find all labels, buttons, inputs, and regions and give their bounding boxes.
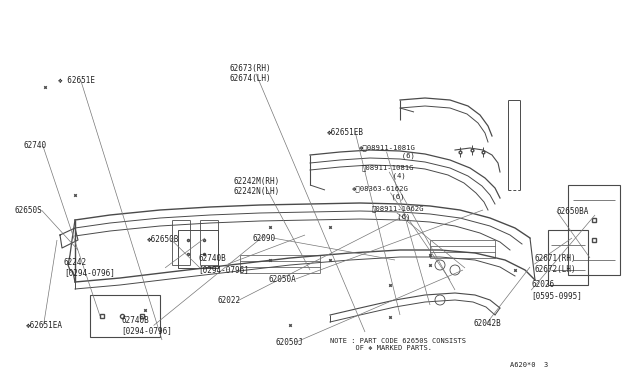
Bar [548, 230, 588, 285]
Text: ❖ 62651E: ❖ 62651E [58, 76, 95, 84]
Text: 62090: 62090 [253, 234, 276, 243]
Text: 62740B
[0294-0796]: 62740B [0294-0796] [198, 254, 249, 274]
Text: 62242M(RH)
62242N(LH): 62242M(RH) 62242N(LH) [234, 177, 280, 196]
Text: Ⓝ08911-1081G
       (4): Ⓝ08911-1081G (4) [362, 165, 414, 179]
Text: 62740B
[0294-0796]: 62740B [0294-0796] [122, 316, 172, 335]
Text: 62050A: 62050A [269, 275, 296, 283]
Bar [568, 185, 620, 275]
Bar [90, 295, 160, 337]
Text: ❖62651EA: ❖62651EA [26, 321, 63, 330]
Text: 62673(RH)
62674(LH): 62673(RH) 62674(LH) [229, 64, 271, 83]
Bar [178, 230, 218, 268]
Text: ❖62650B: ❖62650B [147, 235, 180, 244]
Text: ❖Ⓢ08363-6162G
         (6): ❖Ⓢ08363-6162G (6) [352, 186, 409, 200]
Text: 62650S: 62650S [14, 206, 42, 215]
Text: 62050J: 62050J [275, 338, 303, 347]
Text: A620*0  3: A620*0 3 [510, 362, 548, 368]
Text: 62022: 62022 [218, 296, 241, 305]
Text: 62671(RH)
62672(LH): 62671(RH) 62672(LH) [534, 254, 576, 274]
Text: 62026
[0595-0995]: 62026 [0595-0995] [531, 280, 582, 300]
Text: 62042B: 62042B [474, 319, 501, 328]
Text: 62740: 62740 [23, 141, 46, 150]
Text: ❖62651EB: ❖62651EB [326, 128, 364, 137]
Text: 62650BA: 62650BA [557, 207, 589, 216]
Text: 62242
[0294-0796]: 62242 [0294-0796] [64, 258, 115, 278]
Text: Ⓝ08911-1062G
      (6): Ⓝ08911-1062G (6) [371, 206, 424, 220]
Text: NOTE : PART CODE 62650S CONSISTS
      OF ❖ MARKED PARTS.: NOTE : PART CODE 62650S CONSISTS OF ❖ MA… [330, 338, 466, 351]
Text: ❖Ⓝ08911-1081G
          (6): ❖Ⓝ08911-1081G (6) [358, 145, 415, 159]
